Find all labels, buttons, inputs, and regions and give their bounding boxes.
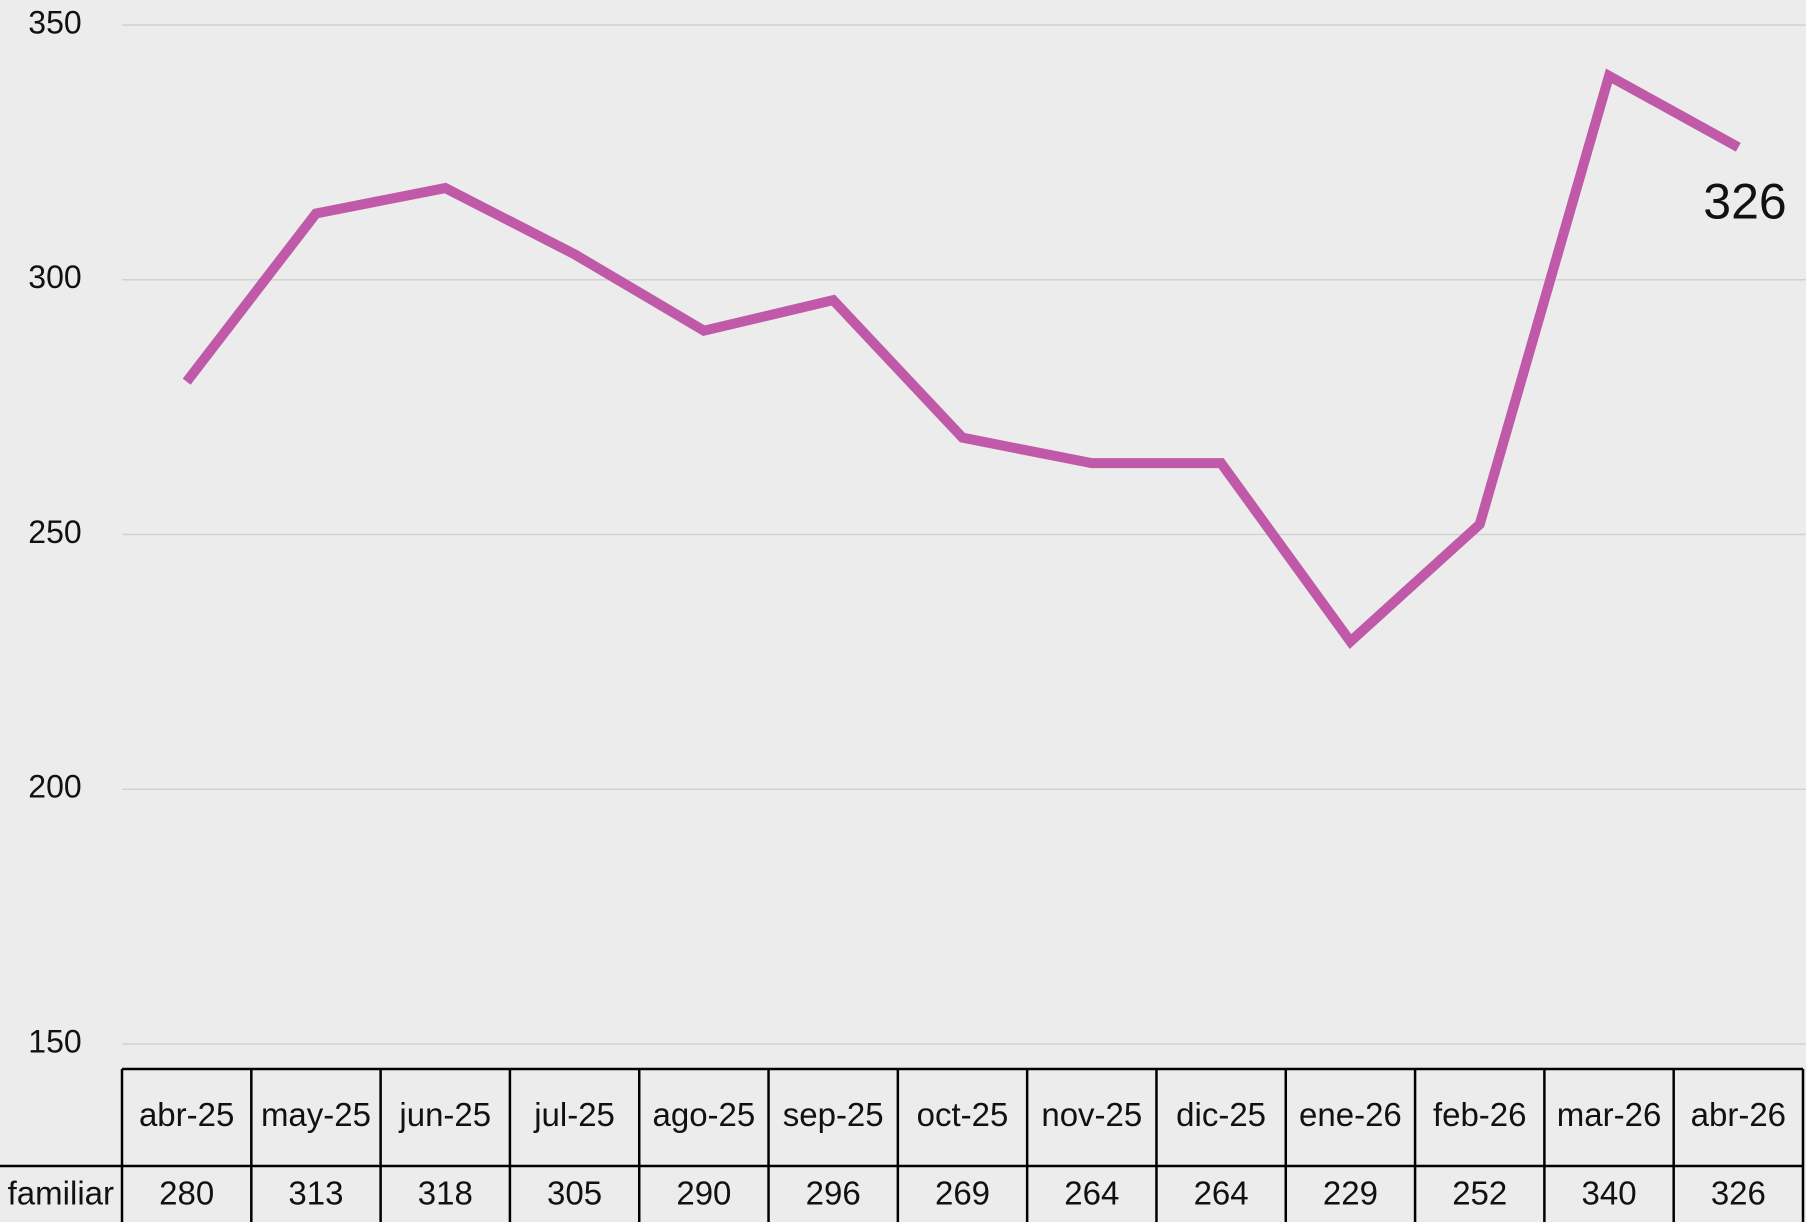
table-value: 326 (1711, 1175, 1766, 1212)
y-tick-label: 350 (28, 4, 81, 40)
table-value: 305 (547, 1175, 602, 1212)
category-label: may-25 (261, 1096, 371, 1133)
category-label: feb-26 (1433, 1096, 1527, 1133)
table-value: 296 (806, 1175, 861, 1212)
data-label: 326 (1703, 173, 1786, 229)
y-tick-label: 250 (28, 514, 81, 550)
table-value: 252 (1452, 1175, 1507, 1212)
table-value: 280 (159, 1175, 214, 1212)
table-value: 290 (676, 1175, 731, 1212)
y-tick-label: 150 (28, 1023, 81, 1059)
table-value: 313 (288, 1175, 343, 1212)
category-label: oct-25 (917, 1096, 1009, 1133)
category-label: jul-25 (533, 1096, 615, 1133)
table-value: 264 (1064, 1175, 1119, 1212)
category-label: mar-26 (1557, 1096, 1662, 1133)
category-label: abr-26 (1691, 1096, 1786, 1133)
category-label: abr-25 (139, 1096, 234, 1133)
y-tick-label: 200 (28, 769, 81, 805)
category-label: jun-25 (398, 1096, 491, 1133)
y-tick-label: 300 (28, 259, 81, 295)
table-value: 264 (1194, 1175, 1249, 1212)
row-header: familiar (8, 1175, 114, 1212)
table-value: 269 (935, 1175, 990, 1212)
category-label: sep-25 (783, 1096, 884, 1133)
table-value: 229 (1323, 1175, 1378, 1212)
table-value: 340 (1582, 1175, 1637, 1212)
table-value: 318 (418, 1175, 473, 1212)
category-label: nov-25 (1041, 1096, 1142, 1133)
category-label: ene-26 (1299, 1096, 1402, 1133)
category-label: dic-25 (1176, 1096, 1266, 1133)
series-line (182, 68, 1741, 649)
category-label: ago-25 (653, 1096, 756, 1133)
